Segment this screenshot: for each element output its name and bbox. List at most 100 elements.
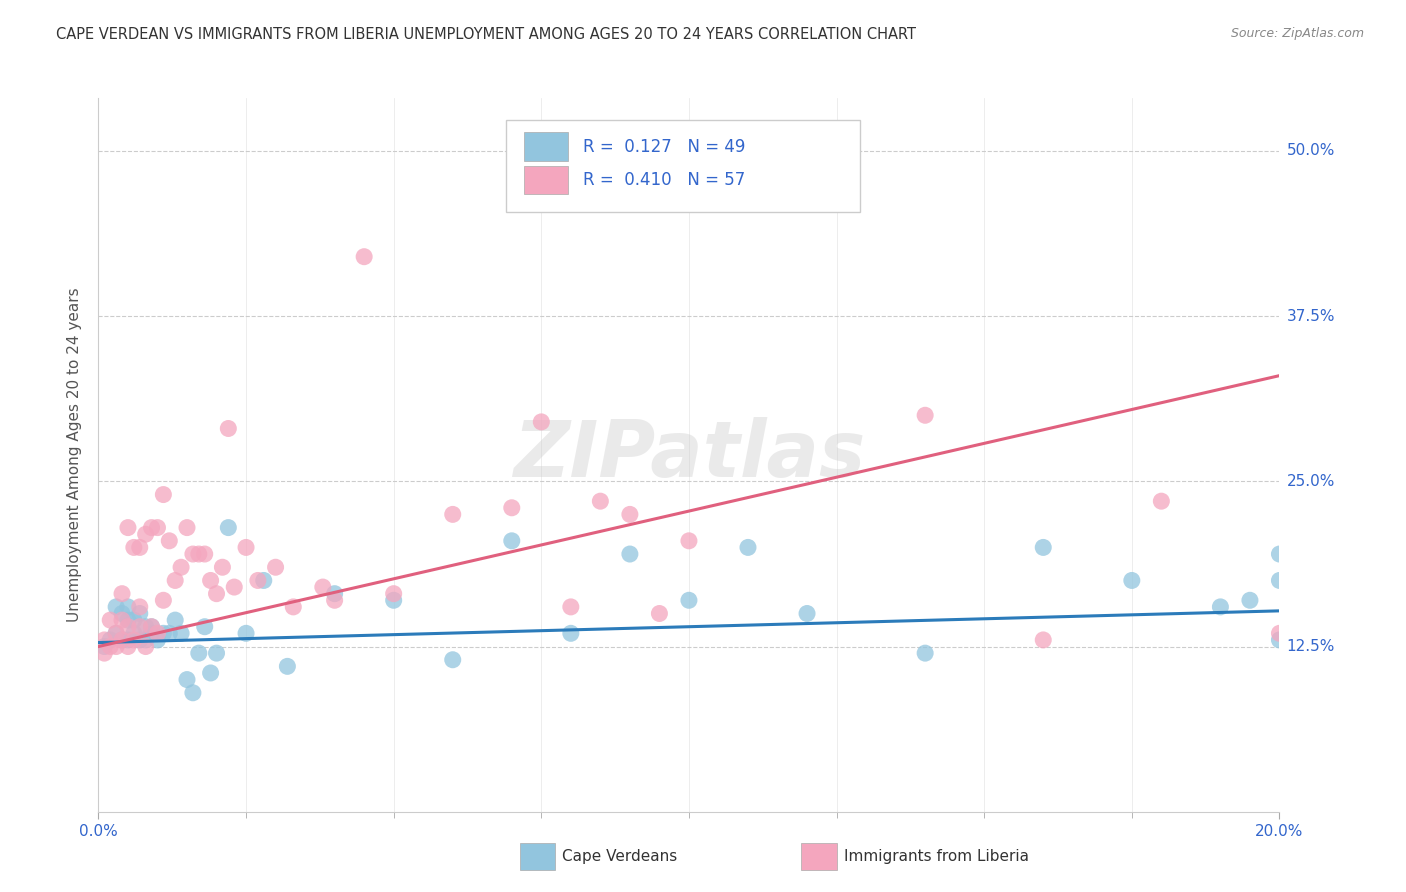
Point — [105, 626, 128, 640]
Point — [176, 520, 198, 534]
Point — [187, 547, 209, 561]
Point — [135, 527, 157, 541]
Point — [323, 587, 346, 601]
Point — [194, 547, 217, 561]
FancyBboxPatch shape — [523, 132, 568, 161]
Point — [111, 587, 134, 601]
Point — [1268, 547, 1291, 561]
Point — [283, 599, 305, 614]
Point — [98, 640, 121, 654]
Point — [93, 640, 115, 654]
Point — [276, 659, 298, 673]
Point — [619, 547, 641, 561]
Point — [530, 415, 553, 429]
Point — [914, 409, 936, 423]
Point — [146, 520, 169, 534]
Point — [200, 574, 222, 588]
Point — [235, 626, 257, 640]
Point — [224, 580, 246, 594]
Point — [181, 547, 204, 561]
Point — [187, 646, 209, 660]
Point — [589, 494, 612, 508]
Point — [105, 626, 128, 640]
Point — [152, 593, 174, 607]
Point — [678, 593, 700, 607]
Point — [111, 607, 134, 621]
Text: ZIPatlas: ZIPatlas — [513, 417, 865, 493]
Point — [914, 646, 936, 660]
Point — [122, 632, 145, 647]
Point — [205, 646, 228, 660]
Point — [165, 613, 187, 627]
Point — [194, 620, 217, 634]
Point — [1268, 626, 1291, 640]
Point — [122, 541, 145, 555]
Point — [1150, 494, 1173, 508]
Point — [501, 500, 523, 515]
Text: 25.0%: 25.0% — [1286, 474, 1334, 489]
Point — [152, 487, 174, 501]
Point — [170, 560, 193, 574]
Point — [217, 520, 239, 534]
Point — [105, 599, 128, 614]
Point — [146, 626, 169, 640]
Point — [128, 620, 150, 634]
Point — [560, 626, 582, 640]
Point — [246, 574, 269, 588]
Point — [128, 599, 150, 614]
FancyBboxPatch shape — [506, 120, 860, 212]
Point — [146, 632, 169, 647]
Point — [560, 599, 582, 614]
Text: R =  0.410   N = 57: R = 0.410 N = 57 — [582, 171, 745, 189]
Point — [264, 560, 287, 574]
Point — [1239, 593, 1261, 607]
Point — [105, 640, 128, 654]
Point — [122, 613, 145, 627]
FancyBboxPatch shape — [523, 166, 568, 194]
Point — [1268, 574, 1291, 588]
Y-axis label: Unemployment Among Ages 20 to 24 years: Unemployment Among Ages 20 to 24 years — [67, 287, 83, 623]
Point — [170, 626, 193, 640]
Point — [157, 626, 180, 640]
Point — [157, 533, 180, 548]
Point — [176, 673, 198, 687]
Point — [382, 587, 405, 601]
Point — [441, 653, 464, 667]
Point — [382, 593, 405, 607]
Point — [122, 626, 145, 640]
Point — [1209, 599, 1232, 614]
Point — [117, 632, 139, 647]
Point — [93, 632, 115, 647]
Point — [128, 607, 150, 621]
Point — [135, 632, 157, 647]
Point — [128, 632, 150, 647]
Point — [1032, 541, 1054, 555]
Point — [441, 508, 464, 522]
Point — [1121, 574, 1143, 588]
Point — [165, 574, 187, 588]
Point — [117, 640, 139, 654]
Point — [312, 580, 335, 594]
Point — [737, 541, 759, 555]
Text: CAPE VERDEAN VS IMMIGRANTS FROM LIBERIA UNEMPLOYMENT AMONG AGES 20 TO 24 YEARS C: CAPE VERDEAN VS IMMIGRANTS FROM LIBERIA … — [56, 27, 917, 42]
Point — [141, 620, 163, 634]
Point — [235, 541, 257, 555]
Point — [135, 620, 157, 634]
Text: Source: ZipAtlas.com: Source: ZipAtlas.com — [1230, 27, 1364, 40]
Text: Immigrants from Liberia: Immigrants from Liberia — [844, 849, 1029, 863]
Point — [111, 632, 134, 647]
Point — [98, 632, 121, 647]
Text: 37.5%: 37.5% — [1286, 309, 1334, 324]
Point — [98, 613, 121, 627]
Text: 50.0%: 50.0% — [1286, 144, 1334, 159]
Point — [111, 613, 134, 627]
Point — [181, 686, 204, 700]
Point — [1268, 632, 1291, 647]
Point — [141, 626, 163, 640]
Point — [128, 541, 150, 555]
Point — [111, 632, 134, 647]
Point — [205, 587, 228, 601]
Text: 12.5%: 12.5% — [1286, 639, 1334, 654]
Text: Cape Verdeans: Cape Verdeans — [562, 849, 678, 863]
Point — [678, 533, 700, 548]
